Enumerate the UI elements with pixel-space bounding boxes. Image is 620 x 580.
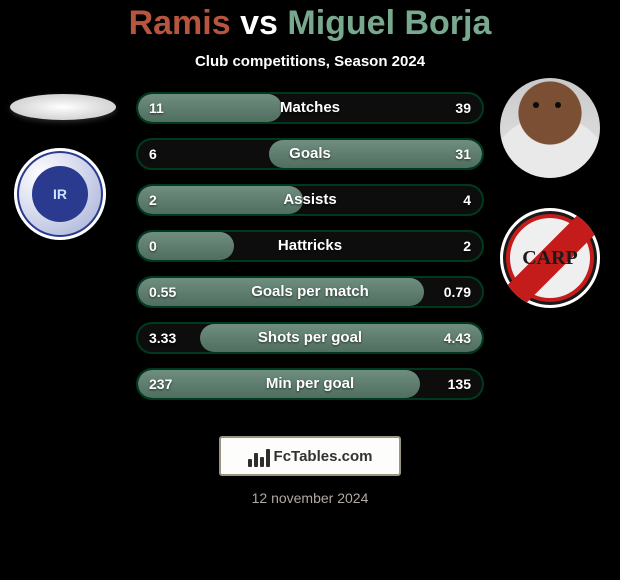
stat-row: Goals6 31 xyxy=(136,138,484,170)
bar-chart-icon xyxy=(248,445,270,467)
stat-label: Matches xyxy=(138,94,482,122)
stat-value-right: 135 xyxy=(448,370,471,398)
stat-label: Hattricks xyxy=(138,232,482,260)
comparison-main: IR CARP Matches1139Goals631Assists24Hatt… xyxy=(0,88,620,418)
comparison-title: Ramis vs Miguel Borja xyxy=(0,0,620,43)
stat-value-left: 0.55 xyxy=(149,278,176,306)
stat-value-right: 2 xyxy=(463,232,471,260)
stat-value-left: 2 xyxy=(149,186,157,214)
stat-row: Shots per goal3.33 4.43 xyxy=(136,322,484,354)
club-logo-right-monogram: CARP xyxy=(522,249,578,267)
stat-label: Goals xyxy=(138,140,482,168)
stats-bars: Matches1139Goals631Assists24Hattricks02G… xyxy=(136,92,484,414)
source-domain: .com xyxy=(337,448,372,465)
right-column: CARP xyxy=(484,88,620,418)
stat-label: Shots per goal xyxy=(138,324,482,352)
stat-label: Goals per match xyxy=(138,278,482,306)
source-name: FcTables.com xyxy=(274,448,373,465)
stat-label: Assists xyxy=(138,186,482,214)
date-label: 12 november 2024 xyxy=(0,490,620,506)
stat-row: Hattricks0 2 xyxy=(136,230,484,262)
stat-value-right: 39 xyxy=(455,94,471,122)
title-vs: vs xyxy=(240,4,278,42)
subtitle: Club competitions, Season 2024 xyxy=(0,53,620,70)
stat-value-right: 4.43 xyxy=(444,324,471,352)
stat-value-right: 31 xyxy=(455,140,471,168)
player-photo-right xyxy=(500,78,600,178)
title-player-1: Ramis xyxy=(129,4,231,42)
stat-label: Min per goal xyxy=(138,370,482,398)
source-brand: FcTables xyxy=(274,448,338,465)
club-logo-left-initials: IR xyxy=(32,166,88,222)
stat-value-left: 6 xyxy=(149,140,157,168)
stat-value-left: 11 xyxy=(149,94,164,122)
stat-value-left: 237 xyxy=(149,370,172,398)
left-column: IR xyxy=(0,88,136,418)
club-logo-right: CARP xyxy=(500,208,600,308)
stat-row: Goals per match0.55 0.79 xyxy=(136,276,484,308)
stat-value-right: 4 xyxy=(463,186,471,214)
stat-value-right: 0.79 xyxy=(444,278,471,306)
stat-row: Assists2 4 xyxy=(136,184,484,216)
stat-row: Min per goal237 135 xyxy=(136,368,484,400)
stat-value-left: 0 xyxy=(149,232,157,260)
title-player-2: Miguel Borja xyxy=(287,4,491,42)
stat-value-left: 3.33 xyxy=(149,324,176,352)
player-photo-placeholder-left xyxy=(10,94,116,120)
source-badge[interactable]: FcTables.com xyxy=(219,436,401,476)
club-logo-left: IR xyxy=(14,148,106,240)
stat-row: Matches11 39 xyxy=(136,92,484,124)
